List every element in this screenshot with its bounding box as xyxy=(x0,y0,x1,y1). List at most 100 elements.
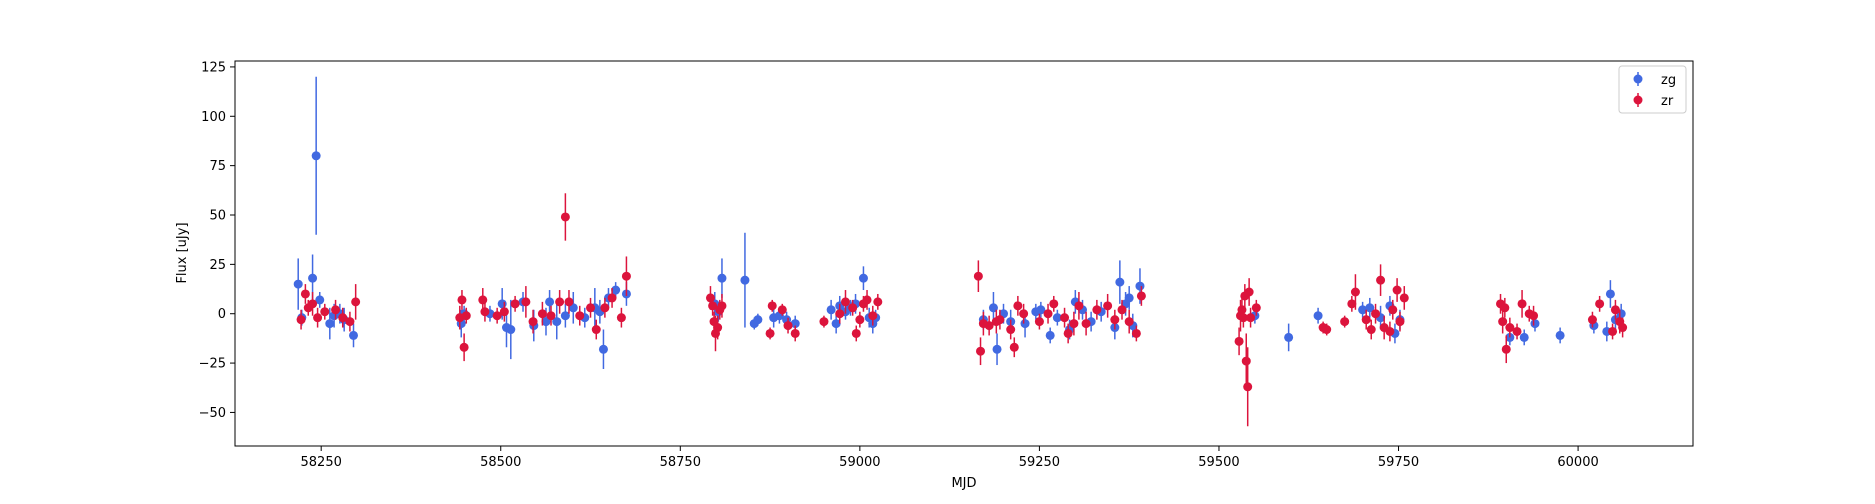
point-marker xyxy=(331,305,341,315)
point-marker xyxy=(1103,301,1113,311)
point-marker xyxy=(705,293,715,303)
x-tick-label: 58250 xyxy=(301,455,342,470)
data-point xyxy=(315,292,325,308)
point-marker xyxy=(552,317,562,327)
point-marker xyxy=(1399,293,1409,303)
point-marker xyxy=(1322,325,1332,335)
data-point xyxy=(708,295,718,316)
point-marker xyxy=(611,285,621,295)
point-marker xyxy=(708,301,718,311)
point-marker xyxy=(1313,311,1323,321)
data-point xyxy=(1618,317,1628,338)
data-point xyxy=(765,327,775,340)
data-point xyxy=(1244,278,1254,306)
point-marker xyxy=(713,323,723,333)
data-point xyxy=(1131,325,1141,342)
point-marker xyxy=(1366,325,1376,335)
data-point xyxy=(546,305,556,326)
data-point xyxy=(1322,323,1332,336)
point-marker xyxy=(1110,315,1120,325)
data-point xyxy=(1395,311,1405,332)
plot-area xyxy=(234,60,1694,447)
data-point xyxy=(1124,286,1134,310)
data-marks xyxy=(293,76,1628,427)
data-point xyxy=(1241,333,1251,389)
point-marker xyxy=(1385,326,1395,336)
data-point xyxy=(1036,301,1046,318)
data-point xyxy=(1013,295,1023,316)
y-tick-label: 100 xyxy=(201,110,226,125)
data-point xyxy=(537,301,547,326)
y-tick-label: 75 xyxy=(209,159,226,174)
data-point xyxy=(777,303,787,316)
point-marker xyxy=(1361,315,1371,325)
x-tick-label: 59750 xyxy=(1378,455,1419,470)
point-marker xyxy=(499,307,509,317)
data-point xyxy=(545,290,555,314)
point-marker xyxy=(783,321,793,331)
data-point xyxy=(1069,311,1079,336)
data-point xyxy=(308,292,318,316)
data-point xyxy=(598,329,608,369)
point-marker xyxy=(790,319,800,329)
point-marker xyxy=(1530,319,1540,329)
point-marker xyxy=(296,315,306,325)
data-point xyxy=(351,284,361,320)
point-marker xyxy=(976,346,986,356)
point-marker xyxy=(461,311,471,321)
data-point xyxy=(313,307,323,328)
data-point xyxy=(1115,260,1125,304)
data-point xyxy=(552,303,562,340)
point-marker xyxy=(293,279,303,289)
data-point xyxy=(868,305,878,326)
x-axis-label: MJD xyxy=(951,476,976,491)
x-tick-label: 59250 xyxy=(1019,455,1060,470)
point-marker xyxy=(1036,305,1046,315)
point-marker xyxy=(1243,382,1253,392)
x-tick-label: 58750 xyxy=(660,455,701,470)
axes-frame xyxy=(234,60,1694,447)
legend-item-zr: zr xyxy=(1633,93,1674,109)
point-marker xyxy=(621,271,631,281)
data-point xyxy=(835,303,845,324)
point-marker xyxy=(1020,319,1030,329)
data-point xyxy=(855,311,865,328)
point-marker xyxy=(767,301,777,311)
data-point xyxy=(1365,297,1375,318)
point-marker xyxy=(349,330,359,340)
data-point xyxy=(616,307,626,328)
point-marker xyxy=(313,313,323,323)
point-marker xyxy=(1238,313,1248,323)
data-point xyxy=(1117,299,1127,320)
data-point xyxy=(1092,299,1102,320)
data-point xyxy=(1006,319,1016,340)
data-point xyxy=(1110,309,1120,330)
point-marker xyxy=(1115,277,1125,287)
y-tick-label: −50 xyxy=(199,406,226,421)
point-marker xyxy=(1019,309,1029,319)
data-point xyxy=(600,297,610,318)
data-point xyxy=(1060,307,1070,328)
point-marker xyxy=(1043,309,1053,319)
point-marker xyxy=(546,311,556,321)
point-marker xyxy=(506,325,516,335)
data-point xyxy=(740,232,750,328)
point-marker xyxy=(1284,332,1294,342)
point-marker xyxy=(753,315,763,325)
data-point xyxy=(1498,309,1508,334)
point-marker xyxy=(480,307,490,317)
data-point xyxy=(591,319,601,340)
data-point xyxy=(1376,264,1386,296)
point-marker xyxy=(510,299,520,309)
series-zr xyxy=(296,193,1628,427)
point-marker xyxy=(1529,311,1539,321)
data-point xyxy=(325,307,335,340)
point-marker xyxy=(1365,303,1375,313)
data-point xyxy=(1519,329,1529,346)
data-point xyxy=(1366,319,1376,340)
data-point xyxy=(1399,286,1409,310)
point-marker xyxy=(1124,293,1134,303)
data-point xyxy=(296,309,306,330)
